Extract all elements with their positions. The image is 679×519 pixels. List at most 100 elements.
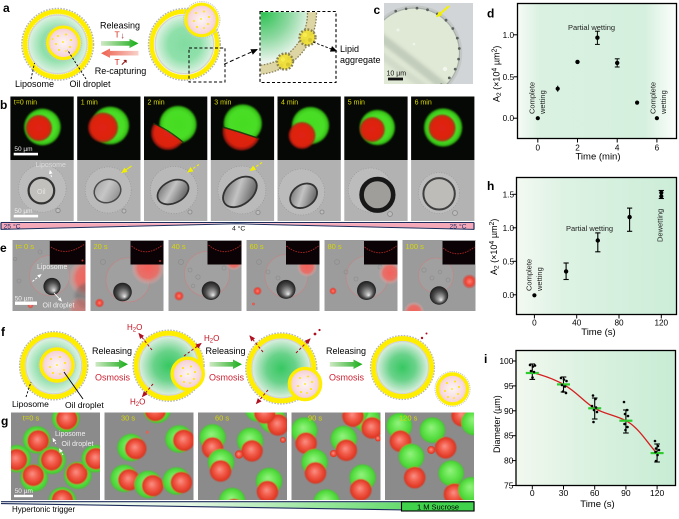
svg-text:60 s: 60 s (250, 242, 264, 251)
svg-text:25 °C: 25 °C (450, 223, 467, 231)
svg-text:aggregate: aggregate (340, 55, 381, 65)
svg-text:H2O: H2O (130, 398, 145, 409)
svg-text:Re-capturing: Re-capturing (95, 66, 147, 76)
svg-text:Time (s): Time (s) (580, 499, 614, 510)
svg-text:10 µm: 10 µm (387, 71, 407, 78)
svg-text:120 s: 120 s (399, 414, 418, 423)
svg-text:A2 (×104 µm2): A2 (×104 µm2) (492, 46, 504, 102)
svg-text:85: 85 (504, 431, 514, 441)
svg-text:0: 0 (530, 488, 535, 498)
svg-text:0.0: 0.0 (503, 114, 515, 123)
svg-text:Osmosis: Osmosis (95, 373, 131, 383)
svg-text:50 µm: 50 µm (14, 208, 32, 215)
svg-text:95: 95 (504, 381, 514, 391)
svg-text:2 min: 2 min (148, 100, 165, 107)
svg-text:H2O: H2O (127, 323, 142, 334)
svg-text:90: 90 (621, 488, 631, 498)
svg-text:Time (s): Time (s) (581, 327, 615, 338)
svg-text:1.5: 1.5 (503, 190, 515, 199)
svg-text:Partial wetting: Partial wetting (566, 224, 613, 233)
svg-text:1 M Sucrose: 1 M Sucrose (417, 502, 459, 511)
svg-text:20 s: 20 s (94, 242, 108, 251)
svg-text:120: 120 (650, 488, 664, 498)
svg-text:2: 2 (575, 144, 580, 153)
svg-text:1.0: 1.0 (503, 31, 515, 40)
svg-text:1.0: 1.0 (503, 224, 515, 233)
svg-text:5 min: 5 min (348, 100, 365, 107)
svg-text:Lipid: Lipid (340, 44, 359, 54)
svg-text:Partial wetting: Partial wetting (568, 23, 615, 32)
svg-text:d: d (487, 7, 494, 21)
svg-text:100: 100 (499, 356, 513, 366)
svg-text:T: T (115, 57, 120, 67)
svg-text:T: T (115, 30, 120, 40)
svg-text:Releasing: Releasing (205, 346, 245, 356)
svg-text:Complete: Complete (525, 259, 534, 291)
svg-text:6: 6 (655, 144, 660, 153)
svg-text:Liposome: Liposome (12, 399, 49, 409)
svg-text:Osmosis: Osmosis (209, 373, 245, 383)
svg-text:30 s: 30 s (121, 414, 135, 423)
svg-text:75: 75 (504, 481, 514, 491)
svg-text:0: 0 (532, 319, 537, 328)
svg-text:90 s: 90 s (308, 414, 322, 423)
svg-text:0.0: 0.0 (503, 291, 515, 300)
svg-text:80: 80 (614, 319, 624, 328)
svg-text:4 °C: 4 °C (232, 225, 245, 233)
svg-text:Dewetting: Dewetting (656, 209, 665, 242)
svg-text:100 s: 100 s (406, 242, 425, 251)
svg-text:30: 30 (559, 488, 569, 498)
svg-text:Complete: Complete (528, 82, 537, 114)
svg-text:6 min: 6 min (415, 100, 432, 107)
svg-text:0: 0 (536, 144, 541, 153)
svg-text:Releasing: Releasing (92, 346, 132, 356)
svg-text:Complete: Complete (649, 82, 658, 114)
svg-text:40: 40 (572, 319, 582, 328)
svg-text:c: c (374, 3, 381, 17)
svg-text:60 s: 60 s (215, 414, 229, 423)
svg-text:t=0 s: t=0 s (23, 414, 40, 423)
svg-text:Liposome: Liposome (15, 79, 54, 89)
svg-text:3 min: 3 min (214, 100, 231, 107)
svg-text:b: b (0, 98, 7, 112)
svg-text:e: e (0, 241, 7, 255)
svg-text:a: a (3, 1, 10, 15)
svg-text:Releasing: Releasing (100, 21, 140, 31)
svg-text:Oil droplet: Oil droplet (43, 303, 75, 310)
svg-text:h: h (487, 179, 494, 193)
svg-text:50 µm: 50 µm (15, 488, 33, 495)
svg-text:25 °C: 25 °C (4, 223, 21, 231)
svg-text:t=0 min: t=0 min (14, 100, 37, 107)
svg-text:1 min: 1 min (81, 100, 98, 107)
svg-text:4 min: 4 min (281, 100, 298, 107)
svg-text:f: f (1, 325, 6, 339)
svg-text:A2 (×104 µm2): A2 (×104 µm2) (489, 219, 501, 275)
svg-text:Oil droplet: Oil droplet (65, 400, 104, 410)
svg-text:Oil droplet: Oil droplet (62, 441, 94, 448)
svg-text:4: 4 (615, 144, 620, 153)
svg-text:↗: ↗ (121, 57, 128, 67)
svg-text:wetting: wetting (535, 267, 544, 292)
svg-text:40 s: 40 s (172, 242, 186, 251)
svg-text:0.5: 0.5 (503, 257, 515, 266)
svg-text:Diameter (µm): Diameter (µm) (492, 395, 502, 453)
svg-text:Oil droplet: Oil droplet (70, 79, 112, 89)
svg-text:i: i (484, 352, 487, 366)
svg-text:Liposome: Liposome (36, 162, 66, 169)
svg-text:↓: ↓ (121, 31, 125, 41)
svg-text:90: 90 (504, 406, 514, 416)
svg-text:Oil: Oil (37, 189, 46, 196)
svg-text:0.5: 0.5 (503, 73, 515, 82)
svg-text:t= 0 s: t= 0 s (16, 242, 35, 251)
svg-text:120: 120 (654, 319, 668, 328)
svg-text:Hypertonic trigger: Hypertonic trigger (12, 505, 75, 514)
svg-text:Osmosis: Osmosis (329, 373, 365, 383)
svg-text:50 µm: 50 µm (14, 146, 32, 153)
svg-text:wetting: wetting (538, 90, 547, 115)
svg-text:80: 80 (504, 456, 514, 466)
svg-text:Releasing: Releasing (326, 346, 366, 356)
svg-text:H2O: H2O (204, 334, 219, 345)
svg-text:Time (min): Time (min) (575, 152, 620, 163)
svg-text:Liposome: Liposome (37, 264, 67, 271)
svg-text:80 s: 80 s (328, 242, 342, 251)
